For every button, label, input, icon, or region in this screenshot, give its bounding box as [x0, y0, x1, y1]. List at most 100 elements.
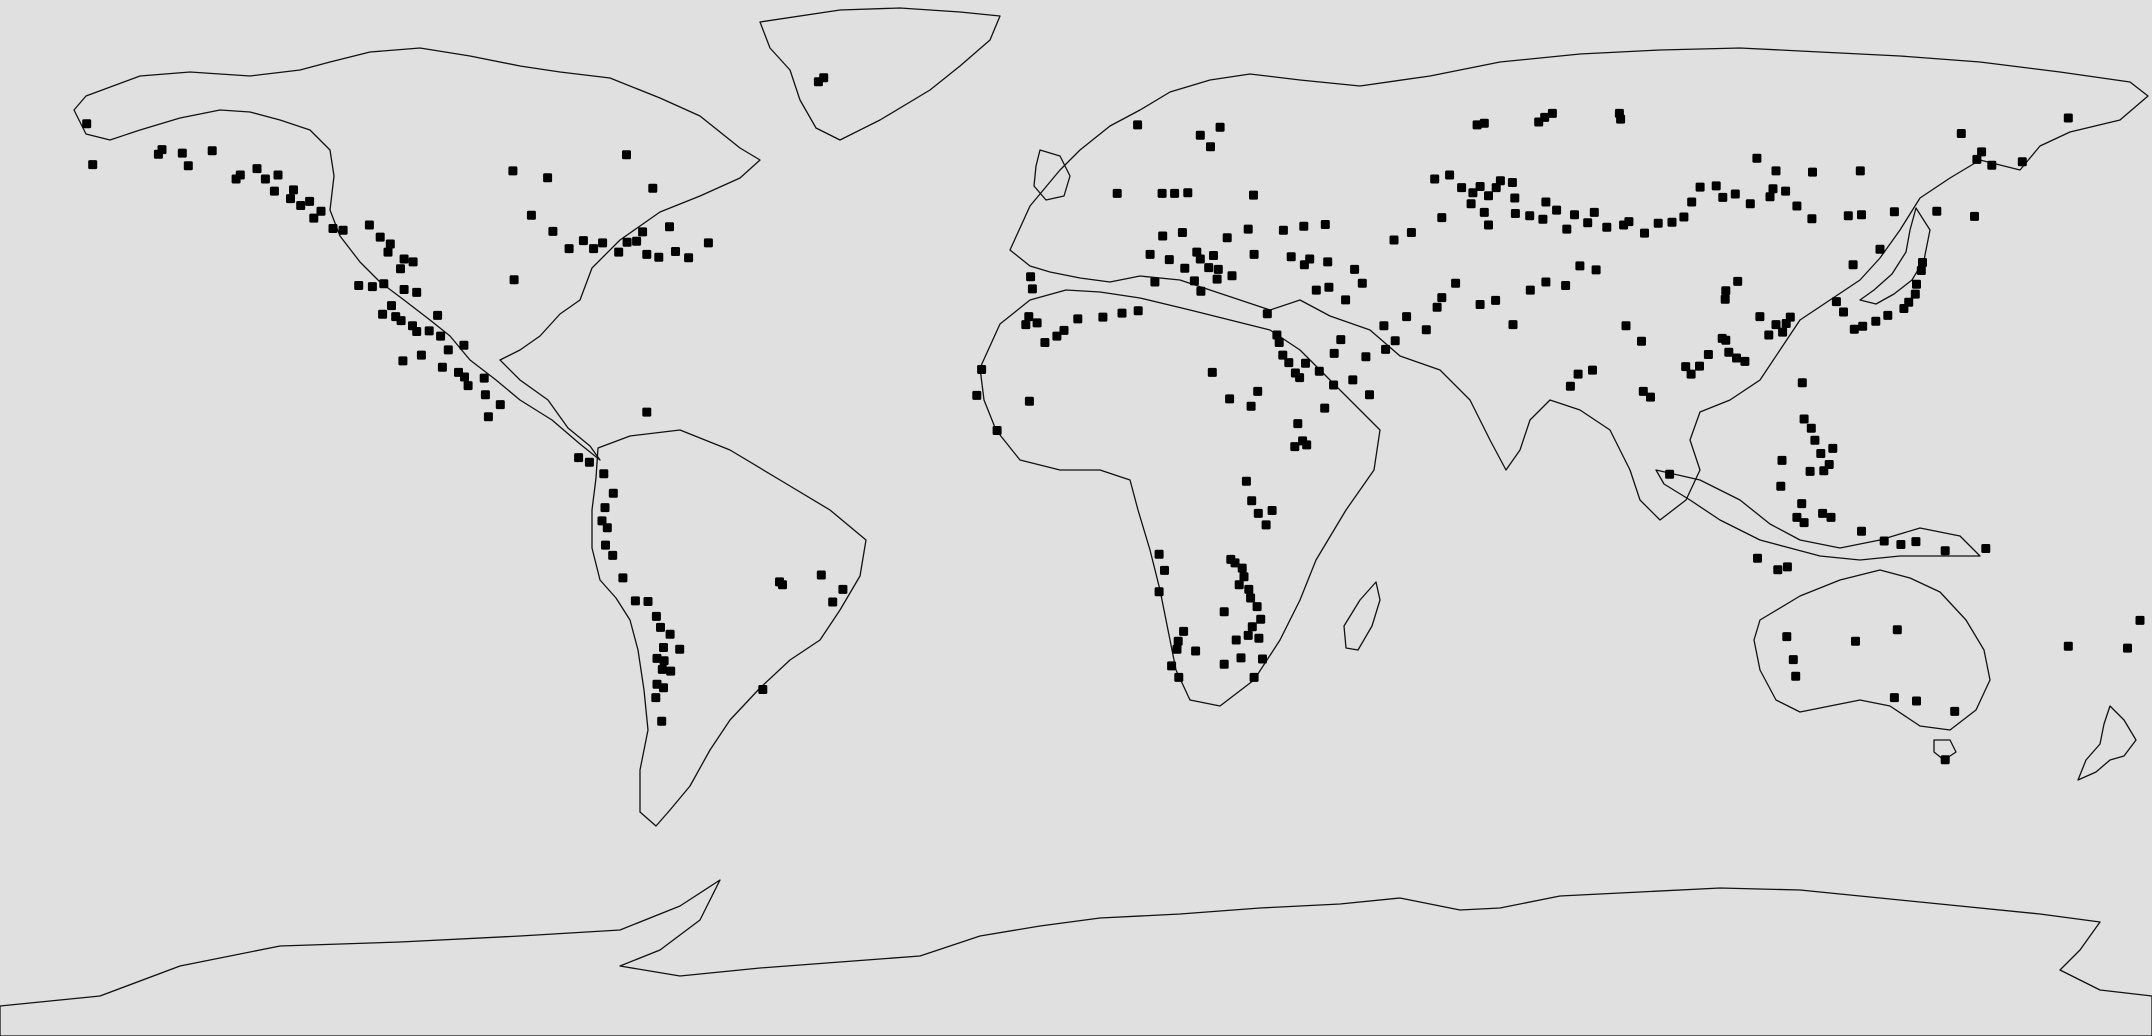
location-marker: [1495, 176, 1505, 186]
location-marker: [1207, 367, 1217, 377]
location-marker: [1721, 286, 1731, 296]
location-marker: [1133, 306, 1143, 316]
location-marker: [1534, 117, 1544, 127]
location-marker: [638, 227, 648, 237]
location-marker: [1806, 423, 1816, 433]
location-marker: [412, 287, 422, 297]
location-marker: [1361, 352, 1371, 362]
location-marker: [1858, 321, 1868, 331]
location-marker: [1552, 205, 1562, 215]
location-marker: [1243, 224, 1253, 234]
location-marker: [643, 597, 653, 606]
location-marker: [2063, 113, 2073, 123]
location-marker: [273, 170, 283, 180]
location-marker: [1381, 344, 1391, 354]
location-marker: [305, 196, 315, 206]
location-marker: [1538, 214, 1548, 224]
location-marker: [1261, 520, 1271, 530]
location-marker: [1911, 537, 1921, 547]
location-marker: [1616, 114, 1626, 124]
location-marker: [1851, 636, 1860, 646]
location-marker: [1768, 184, 1778, 194]
location-marker: [364, 220, 374, 230]
location-marker: [1745, 199, 1755, 209]
location-marker: [1720, 294, 1730, 304]
location-marker: [1771, 166, 1781, 176]
location-marker: [1249, 249, 1259, 259]
location-marker: [1765, 192, 1775, 202]
location-marker: [597, 516, 607, 526]
location-marker: [387, 301, 396, 311]
location-marker: [1389, 235, 1399, 245]
location-marker: [1818, 508, 1828, 518]
location-marker: [463, 381, 473, 391]
location-marker: [1640, 228, 1649, 238]
indonesia-outline: [1655, 469, 1981, 561]
location-marker: [1430, 174, 1440, 184]
location-marker: [1195, 130, 1205, 140]
location-marker: [286, 194, 295, 204]
location-marker: [665, 222, 674, 232]
location-marker: [992, 426, 1002, 435]
location-marker: [443, 345, 453, 355]
location-marker: [1646, 392, 1655, 402]
eurasia-outline: [1009, 47, 2149, 521]
location-marker: [399, 254, 409, 264]
antarctica-outline: [0, 879, 2152, 1036]
location-marker: [1724, 347, 1734, 357]
location-marker: [630, 596, 640, 606]
location-marker: [396, 264, 405, 274]
location-marker: [260, 174, 270, 184]
australia-outline: [1753, 569, 1991, 731]
location-marker: [509, 275, 519, 285]
location-marker: [657, 664, 667, 674]
location-marker: [1718, 192, 1728, 202]
location-marker: [88, 160, 98, 170]
location-marker: [1237, 563, 1247, 573]
location-marker: [1457, 183, 1467, 193]
location-marker: [1302, 440, 1312, 450]
location-marker: [1112, 188, 1122, 198]
location-marker: [1167, 661, 1177, 671]
location-marker: [684, 253, 694, 263]
tasmania-outline: [1933, 739, 1957, 761]
location-marker: [1052, 331, 1062, 341]
location-marker: [1637, 336, 1646, 346]
location-marker: [1883, 310, 1893, 320]
location-marker: [495, 400, 505, 410]
location-marker: [642, 249, 652, 259]
location-marker: [1323, 257, 1333, 267]
location-marker: [1357, 278, 1367, 288]
location-marker: [972, 390, 982, 400]
location-marker: [1755, 312, 1765, 322]
location-marker: [1805, 466, 1815, 476]
location-marker: [385, 239, 395, 249]
location-marker: [1437, 213, 1447, 223]
location-marker: [1219, 607, 1229, 617]
location-marker: [1472, 120, 1482, 130]
location-marker: [1154, 587, 1164, 597]
location-marker: [1695, 182, 1705, 192]
location-marker: [1799, 518, 1809, 528]
location-marker: [269, 186, 279, 196]
location-marker: [1267, 506, 1277, 515]
location-marker: [483, 412, 493, 422]
location-marker: [183, 161, 193, 171]
location-marker: [1771, 320, 1781, 330]
location-marker: [1667, 217, 1677, 227]
location-marker: [1212, 274, 1222, 284]
location-marker: [1098, 312, 1108, 322]
location-marker: [1180, 263, 1190, 273]
location-marker: [1213, 264, 1223, 274]
location-marker: [1525, 285, 1535, 295]
location-marker: [2063, 641, 2073, 651]
location-marker: [622, 150, 631, 160]
location-marker: [1406, 228, 1416, 237]
location-marker: [1733, 276, 1743, 286]
location-marker: [1588, 365, 1597, 375]
location-marker: [1195, 254, 1205, 264]
location-marker: [1839, 307, 1848, 317]
location-marker: [1681, 362, 1691, 372]
location-marker: [1808, 167, 1817, 177]
location-marker: [1192, 247, 1202, 257]
